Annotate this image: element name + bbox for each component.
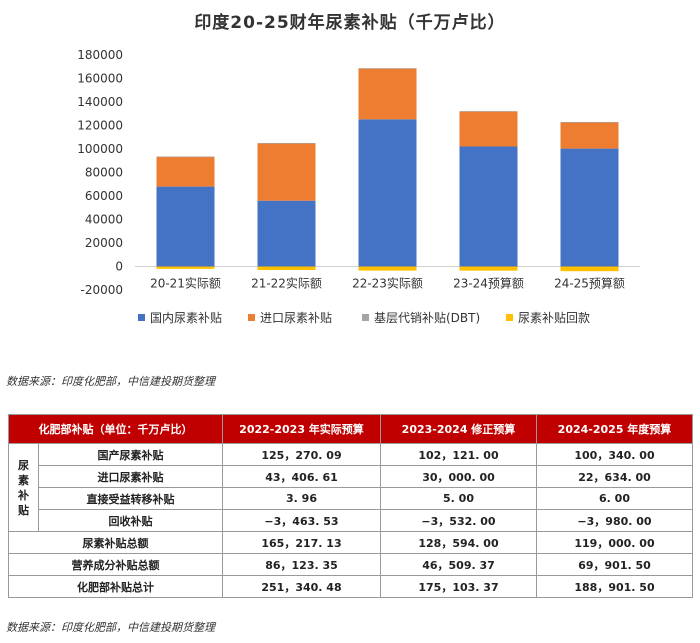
y-tick-label: 180000 — [77, 48, 123, 62]
stacked-bar-chart: 180000 160000 140000 120000 100000 80000 60000… — [77, 48, 640, 325]
x-category-label: 21-22实际额 — [251, 276, 322, 291]
table-row: 尿素补贴总额 165，217. 13 128，594. 00 119，000. 00 — [8, 531, 693, 554]
side-label-char: 尿 — [18, 458, 29, 472]
value-2023-24: −3，532. 00 — [380, 509, 537, 532]
table-header-col1: 2022-2023 年实际预算 — [222, 414, 381, 444]
value-2022-23: 86，123. 35 — [222, 553, 381, 576]
legend-label: 进口尿素补贴 — [260, 311, 332, 325]
table-row: 直接受益转移补贴 3. 96 5. 00 6. 00 — [9, 487, 693, 510]
y-tick-label: 100000 — [77, 142, 123, 156]
side-label-char: 补 — [18, 488, 29, 502]
table-row: 尿素补贴国产尿素补贴 125，270. 09 102，121. 00 100，340.… — [8, 443, 693, 532]
value-2024-25: −3，980. 00 — [536, 509, 693, 532]
row-label: 国产尿素补贴 — [38, 443, 223, 466]
x-category-label: 22-23实际额 — [352, 276, 423, 291]
legend-swatch — [506, 314, 513, 321]
value-2023-24: 102，121. 00 — [380, 443, 537, 466]
bar-segment-dbt — [560, 121, 619, 123]
value-2022-23: 43，406. 61 — [222, 465, 381, 488]
y-tick-label: 40000 — [85, 213, 123, 227]
row-label: 营养成分补贴总额 — [8, 553, 223, 576]
row-label: 化肥部补贴总计 — [8, 575, 223, 598]
value-2023-24: 30，000. 00 — [380, 465, 537, 488]
value-2024-25: 100，340. 00 — [536, 443, 693, 466]
x-category-label: 20-21实际额 — [150, 276, 221, 291]
table-row: 化肥部补贴总计 251，340. 48 175，103. 37 188，901. 50 — [8, 575, 693, 598]
table-header-col3: 2024-2025 年度预算 — [536, 414, 693, 444]
table-header-col2: 2023-2024 修正预算 — [380, 414, 537, 444]
y-tick-label: 0 — [115, 260, 123, 274]
x-category-label: 24-25预算额 — [554, 276, 625, 291]
y-tick-label: 140000 — [77, 95, 123, 109]
side-label-char: 贴 — [18, 503, 29, 517]
value-2023-24: 46，509. 37 — [380, 553, 537, 576]
table-row: 回收补贴 −3，463. 53 −3，532. 00 −3，980. 00 — [9, 509, 693, 532]
row-label: 回收补贴 — [38, 509, 223, 532]
y-tick-label: 60000 — [85, 189, 123, 203]
legend-label: 尿素补贴回款 — [518, 311, 590, 325]
legend-swatch — [248, 314, 255, 321]
bar-segment-dbt — [156, 156, 215, 158]
x-category-label: 23-24预算额 — [453, 276, 524, 291]
chart-title: 印度20-25财年尿素补贴（千万卢比） — [194, 13, 506, 33]
table-side-label: 尿素补贴 — [8, 443, 39, 532]
bar-segment-domestic — [257, 200, 316, 267]
value-2022-23: 125，270. 09 — [222, 443, 381, 466]
bar-segment-recovery — [560, 266, 619, 272]
bar-segment-dbt — [459, 111, 518, 112]
table-source-note: 数据来源：印度化肥部，中信建投期货整理 — [6, 621, 215, 634]
legend-label: 基层代销补贴(DBT) — [374, 311, 480, 325]
value-2023-24: 175，103. 37 — [380, 575, 537, 598]
value-2022-23: 3. 96 — [222, 487, 381, 510]
value-2024-25: 69，901. 50 — [536, 553, 693, 576]
bar-segment-domestic — [459, 146, 518, 267]
table-row: 进口尿素补贴 43，406. 61 30，000. 00 22，634. 00 — [9, 465, 693, 488]
bar-segment-domestic — [560, 148, 619, 267]
row-label: 尿素补贴总额 — [8, 531, 223, 554]
bar-segment-domestic — [358, 119, 417, 267]
bar-segment-recovery — [459, 266, 518, 271]
y-tick-label: 20000 — [85, 236, 123, 250]
y-tick-label: 160000 — [77, 72, 123, 86]
legend-swatch — [362, 314, 369, 321]
y-tick-label: -20000 — [80, 283, 123, 297]
bar-segment-import — [560, 122, 619, 149]
y-tick-label: 80000 — [85, 166, 123, 180]
bar-segment-import — [257, 143, 316, 201]
side-label-char: 素 — [18, 473, 29, 487]
y-tick-label: 120000 — [77, 119, 123, 133]
subsidy-table: 化肥部补贴（单位：千万卢比） 2022-2023 年实际预算 2023-2024… — [8, 414, 693, 598]
bar-segment-recovery — [358, 266, 417, 271]
bar-segment-recovery — [257, 266, 316, 271]
bar-segment-recovery — [156, 266, 215, 269]
row-label: 进口尿素补贴 — [38, 465, 223, 488]
bar-segment-import — [459, 111, 518, 147]
value-2024-25: 119，000. 00 — [536, 531, 693, 554]
bar-segment-import — [156, 156, 215, 187]
bar-segment-dbt — [257, 143, 316, 144]
value-2024-25: 22，634. 00 — [536, 465, 693, 488]
chart-source-note: 数据来源：印度化肥部，中信建投期货整理 — [6, 375, 215, 388]
value-2022-23: 165，217. 13 — [222, 531, 381, 554]
value-2024-25: 188，901. 50 — [536, 575, 693, 598]
legend-label: 国内尿素补贴 — [150, 311, 222, 325]
table-header-row: 化肥部补贴（单位：千万卢比） 2022-2023 年实际预算 2023-2024… — [8, 414, 693, 444]
table-row: 营养成分补贴总额 86，123. 35 46，509. 37 69，901. 50 — [8, 553, 693, 576]
value-2022-23: −3，463. 53 — [222, 509, 381, 532]
bar-segment-dbt — [358, 68, 417, 69]
value-2023-24: 128，594. 00 — [380, 531, 537, 554]
row-label: 直接受益转移补贴 — [38, 487, 223, 510]
value-2022-23: 251，340. 48 — [222, 575, 381, 598]
bar-segment-import — [358, 68, 417, 120]
table-header-label: 化肥部补贴（单位：千万卢比） — [8, 414, 223, 444]
legend-swatch — [138, 314, 145, 321]
value-2023-24: 5. 00 — [380, 487, 537, 510]
bar-segment-domestic — [156, 186, 215, 267]
value-2024-25: 6. 00 — [536, 487, 693, 510]
